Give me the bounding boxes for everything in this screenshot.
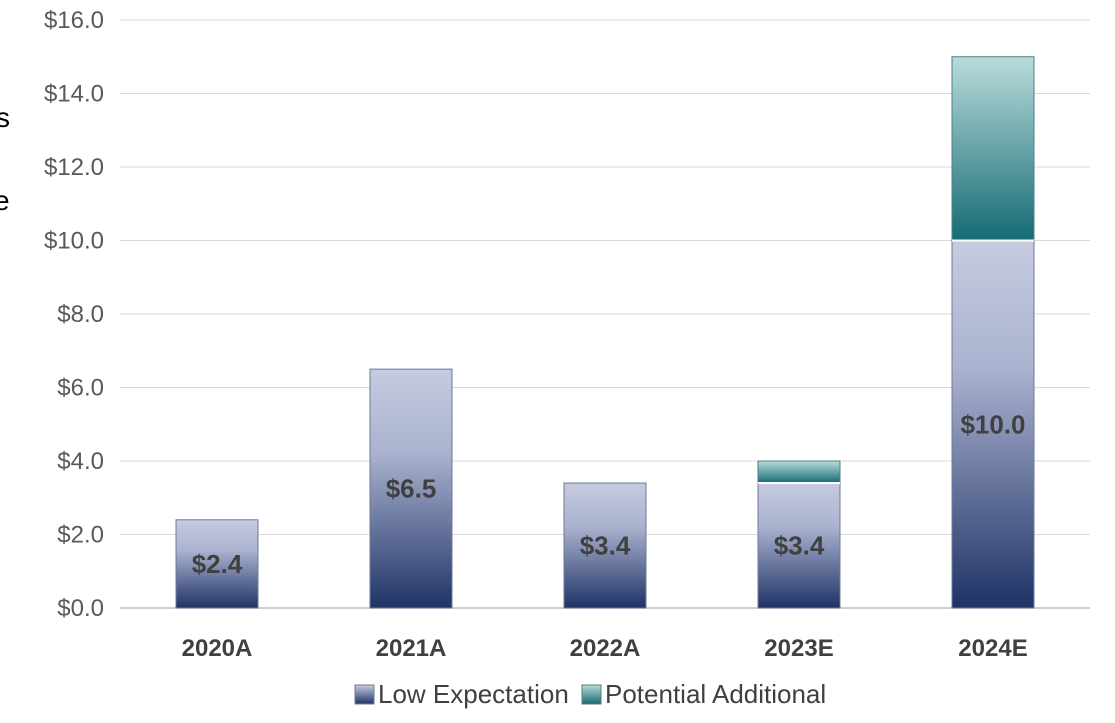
edge-text-fragment-e: e xyxy=(0,185,10,216)
bar-low-expectation xyxy=(951,240,1035,609)
data-labels: $2.4 $6.5 $3.4 $3.4 $10.0 xyxy=(192,409,1026,579)
legend-label-low-expectation: Low Expectation xyxy=(378,679,569,709)
y-axis-tick-labels: $0.0 $2.0 $4.0 $6.0 $8.0 $10.0 $12.0 $14.0 $16.0 xyxy=(44,7,104,622)
y-tick-label: $12.0 xyxy=(44,154,104,181)
y-tick-label: $14.0 xyxy=(44,81,104,108)
bar-potential-additional xyxy=(951,56,1035,241)
y-tick-label: $2.0 xyxy=(57,522,104,549)
x-axis-category-labels: 2020A 2021A 2022A 2023E 2024E xyxy=(182,635,1028,662)
legend-swatch-low-expectation xyxy=(354,684,375,705)
bars xyxy=(175,56,1035,609)
data-label-low-expectation: $6.5 xyxy=(386,474,437,504)
data-label-low-expectation: $3.4 xyxy=(580,531,631,561)
legend: Low Expectation Potential Additional xyxy=(354,679,826,709)
x-category-label: 2024E xyxy=(958,635,1027,662)
legend-swatch-potential-additional xyxy=(581,684,602,705)
data-label-low-expectation: $2.4 xyxy=(192,549,243,579)
legend-label-potential-additional: Potential Additional xyxy=(605,679,826,709)
x-category-label: 2020A xyxy=(182,635,253,662)
y-tick-label: $0.0 xyxy=(57,595,104,622)
bar-low-expectation xyxy=(369,368,453,609)
bar-low-expectation xyxy=(757,482,841,609)
y-tick-label: $8.0 xyxy=(57,301,104,328)
y-tick-label: $4.0 xyxy=(57,448,104,475)
y-tick-label: $10.0 xyxy=(44,228,104,255)
gridlines xyxy=(120,19,1090,609)
edge-text-fragment-s: s xyxy=(0,102,10,133)
y-tick-label: $16.0 xyxy=(44,7,104,34)
x-category-label: 2022A xyxy=(570,635,641,662)
data-label-low-expectation: $3.4 xyxy=(774,531,825,561)
x-category-label: 2021A xyxy=(376,635,447,662)
bar-low-expectation xyxy=(563,482,647,609)
bar-low-expectation xyxy=(175,519,259,609)
bar-potential-additional xyxy=(757,460,841,484)
y-tick-label: $6.0 xyxy=(57,375,104,402)
x-category-label: 2023E xyxy=(764,635,833,662)
data-label-low-expectation: $10.0 xyxy=(960,409,1025,439)
